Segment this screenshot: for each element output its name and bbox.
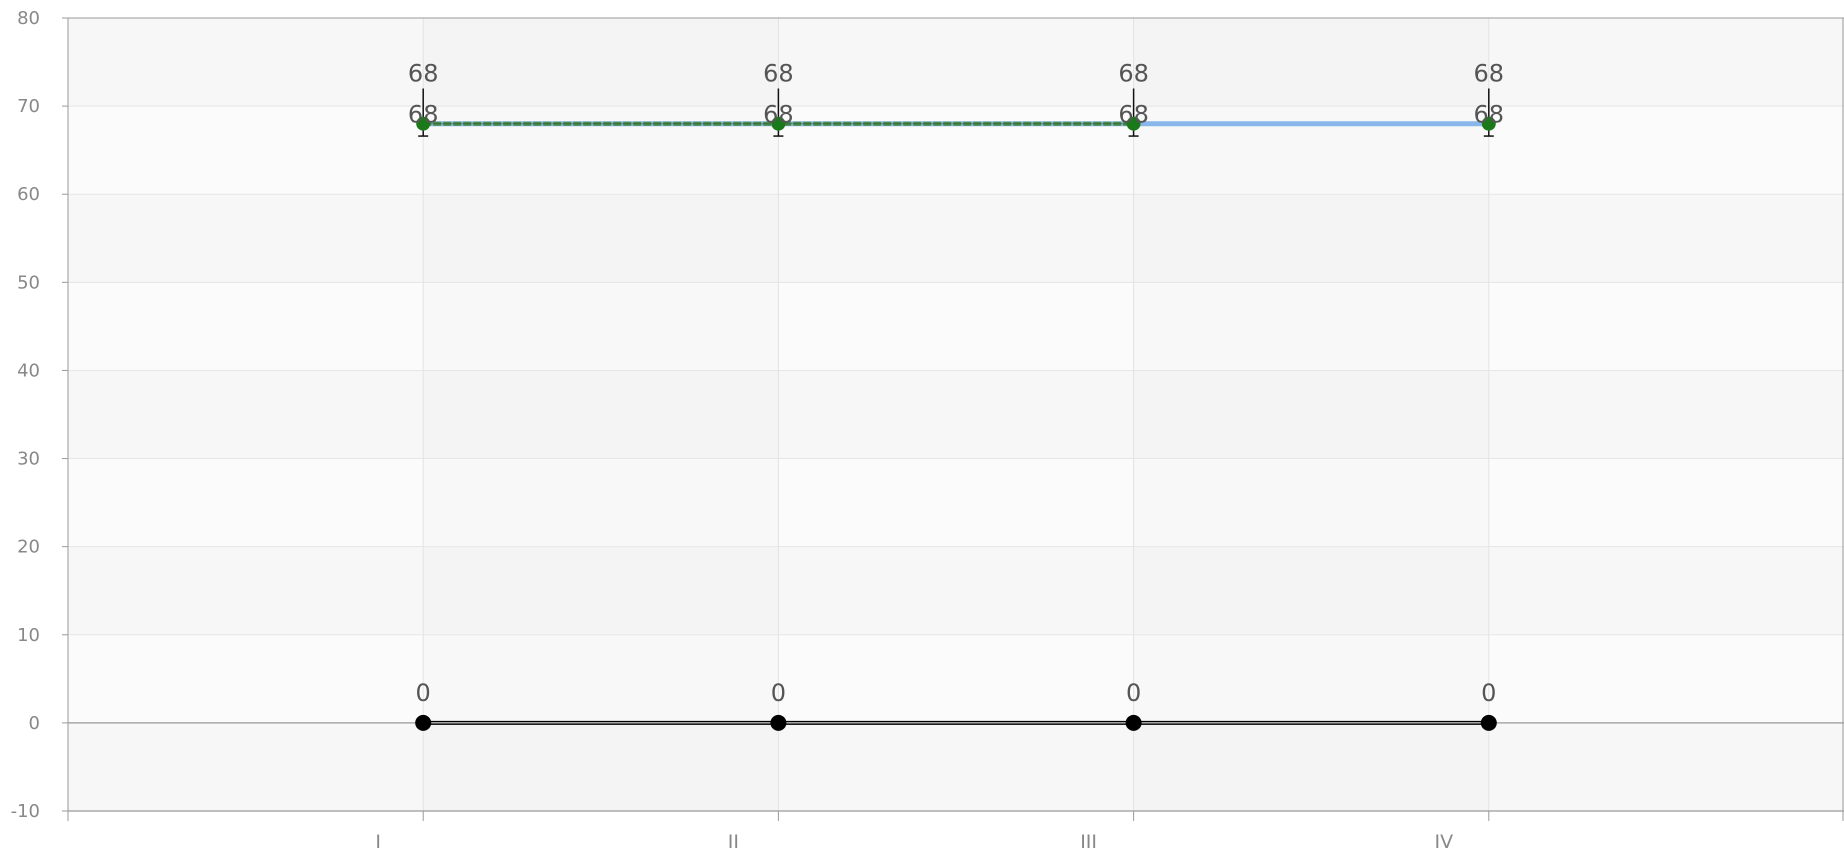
band-horizontal [68,370,1844,459]
band-horizontal [68,722,1844,811]
y-tick-label: 50 [17,272,40,293]
band-horizontal [68,194,1844,283]
data-label-inline: 68 [1474,101,1505,129]
band-vertical [1134,18,1489,811]
data-point-black [770,714,787,731]
y-tick-label: 60 [17,184,40,205]
band-horizontal [68,282,1844,371]
x-tick-label: III [1080,831,1097,853]
data-point-green [416,116,431,131]
y-tick-label: 40 [17,360,40,381]
y-tick-label: 30 [17,449,40,470]
band-horizontal [68,458,1844,547]
x-tick-label: I [375,831,381,853]
data-point-black [1125,714,1142,731]
y-tick-label: -10 [11,801,40,822]
y-tick-label: 70 [17,96,40,117]
data-point-green [1126,116,1141,131]
y-tick-label: 80 [17,8,40,29]
data-label-top: 68 [763,60,794,88]
x-tick-label: IV [1434,831,1453,853]
data-label-top: 68 [408,60,439,88]
data-label-zero: 0 [1481,679,1496,707]
data-label-inline: 68 [408,101,439,129]
data-point-black [415,714,432,731]
y-tick-label: 20 [17,537,40,558]
band-horizontal [68,106,1844,195]
band-horizontal [68,546,1844,635]
data-label-inline: 68 [1118,101,1149,129]
data-point-green [1481,116,1496,131]
band-horizontal [68,634,1844,723]
data-label-zero: 0 [771,679,786,707]
y-tick-label: 0 [29,713,40,734]
data-label-zero: 0 [1126,679,1141,707]
data-label-zero: 0 [416,679,431,707]
data-point-black [1480,714,1497,731]
band-vertical [423,18,778,811]
band-horizontal [68,18,1844,107]
data-label-top: 68 [1118,60,1149,88]
y-tick-label: 10 [17,625,40,646]
data-label-inline: 68 [763,101,794,129]
data-point-green [771,116,786,131]
data-label-top: 68 [1474,60,1505,88]
x-tick-label: II [728,831,739,853]
